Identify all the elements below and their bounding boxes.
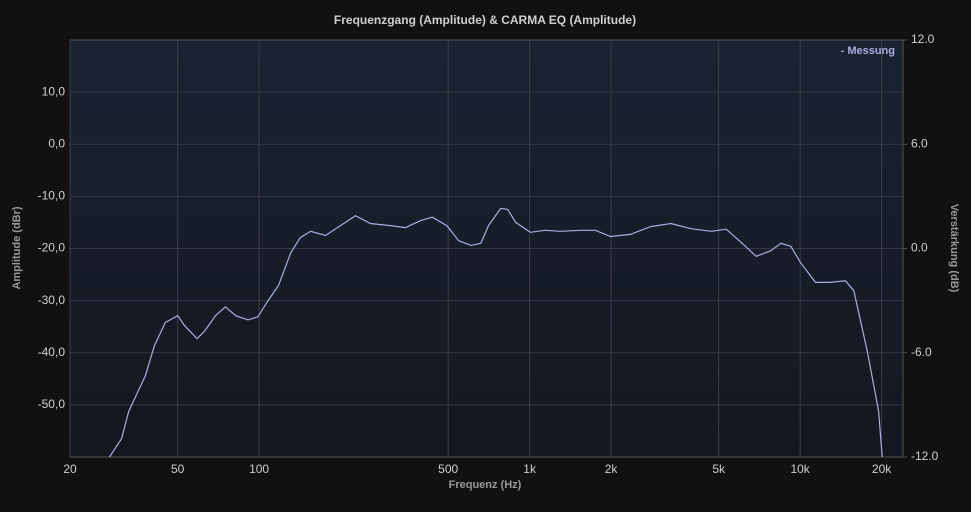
y-tick-label: -30,0: [38, 293, 66, 307]
x-axis-label: Frequenz (Hz): [449, 479, 522, 491]
y-tick-label: -20,0: [38, 241, 66, 255]
y2-tick-label: 12.0: [911, 32, 935, 46]
y2-tick-label: 6.0: [911, 136, 928, 150]
legend-label: - Messung: [841, 45, 895, 57]
x-tick-label: 20: [63, 462, 77, 476]
x-tick-label: 20k: [872, 462, 892, 476]
y2-axis-label: Verstärkung (dB): [948, 204, 960, 293]
x-tick-label: 5k: [712, 462, 726, 476]
y-tick-label: 10,0: [42, 84, 66, 98]
x-tick-label: 50: [171, 462, 185, 476]
x-tick-label: 2k: [605, 462, 619, 476]
y-axis-label: Amplitude (dBr): [11, 206, 23, 289]
y-tick-label: -50,0: [38, 397, 66, 411]
y-tick-label: 0,0: [48, 136, 65, 150]
x-tick-label: 500: [438, 462, 458, 476]
series-line: [108, 207, 883, 458]
y2-tick-label: 0.0: [911, 241, 928, 255]
x-tick-label: 1k: [523, 462, 537, 476]
y-tick-label: -10,0: [38, 189, 66, 203]
x-tick-label: 100: [249, 462, 269, 476]
y2-tick-label: -6.0: [911, 345, 932, 359]
chart-title: Frequenzgang (Amplitude) & CARMA EQ (Amp…: [334, 13, 636, 27]
y-tick-label: -40,0: [38, 345, 66, 359]
x-tick-label: 10k: [790, 462, 810, 476]
y2-tick-label: -12.0: [911, 449, 939, 463]
